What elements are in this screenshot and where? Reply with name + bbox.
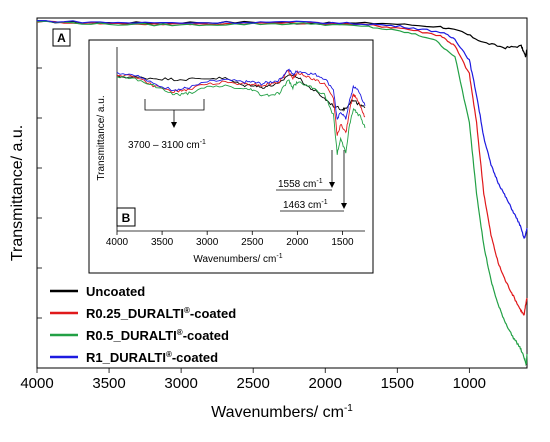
- annotation-1558: 1558 cm-1: [278, 178, 323, 190]
- inset-x-tick-label-1500: 1500: [331, 237, 354, 248]
- main-y-ticks: [37, 67, 42, 319]
- inset-x-tick-label-3500: 3500: [151, 237, 174, 248]
- panel-a-label-box: [52, 28, 71, 47]
- panel-b-label: B: [122, 211, 131, 225]
- panel-b-label-box: [116, 207, 136, 227]
- inset-x-tick-label-2500: 2500: [241, 237, 264, 248]
- inset-x-tick-label-3000: 3000: [196, 237, 219, 248]
- inset-series-r0-5-duralti-coated: [116, 75, 366, 155]
- legend: Uncoated R0.25_DURALTI®-coated R0.5_DURA…: [50, 284, 236, 365]
- main-x-axis-title: Wavenumbers/ cm-1: [211, 403, 353, 421]
- legend-label-uncoated: Uncoated: [86, 284, 145, 299]
- main-series-r1-duralti-coated: [36, 20, 528, 239]
- annotation-bracket: [144, 99, 205, 111]
- inset-x-axis-title: Wavenumbers/ cm-1: [193, 253, 282, 265]
- inset-series-r1-duralti-coated: [116, 68, 366, 120]
- legend-label-r05: R0.5_DURALTI®-coated: [86, 328, 229, 343]
- main-x-tick-label-1000: 1000: [453, 375, 486, 392]
- main-y-axis-title: Transmittance/ a.u.: [9, 125, 26, 261]
- inset-x-tick-label-4000: 4000: [106, 237, 129, 248]
- main-x-tick-label-4000: 4000: [20, 375, 53, 392]
- main-x-tick-label-3000: 3000: [164, 375, 197, 392]
- main-series-r0-5-duralti-coated: [36, 20, 528, 367]
- main-x-tick-label-2500: 2500: [236, 375, 269, 392]
- main-x-tick-label-1500: 1500: [381, 375, 414, 392]
- inset-series-uncoated: [116, 73, 366, 112]
- legend-label-r1: R1_DURALTI®-coated: [86, 350, 218, 365]
- annotation-arrowhead-1463: [341, 203, 347, 209]
- main-series-r0-25-duralti-coated: [36, 20, 528, 316]
- inset-y-axis-title: Transmittance/ a.u.: [96, 95, 107, 180]
- inset-plot-area: [117, 47, 365, 231]
- main-x-tick-label-3500: 3500: [92, 375, 125, 392]
- annotation-broad-band: 3700 – 3100 cm-1: [128, 139, 206, 151]
- inset-x-tick-label-2000: 2000: [286, 237, 309, 248]
- legend-label-r025: R0.25_DURALTI®-coated: [86, 306, 236, 321]
- inset-series-r0-25-duralti-coated: [116, 69, 366, 136]
- annotation-arrowhead-1558: [329, 182, 335, 188]
- main-series-group: [36, 20, 528, 367]
- annotation-arrowhead-broad: [171, 122, 177, 128]
- inset-x-ticks: 4000 3500 3000 2500 2000 1500: [106, 231, 354, 248]
- main-x-ticks: 4000 3500 3000 2500 2000 1500 1000: [20, 368, 486, 392]
- annotation-1463: 1463 cm-1: [283, 199, 328, 211]
- main-x-tick-label-2000: 2000: [309, 375, 342, 392]
- panel-a-label: A: [57, 31, 66, 45]
- inset-series-group: [116, 68, 366, 155]
